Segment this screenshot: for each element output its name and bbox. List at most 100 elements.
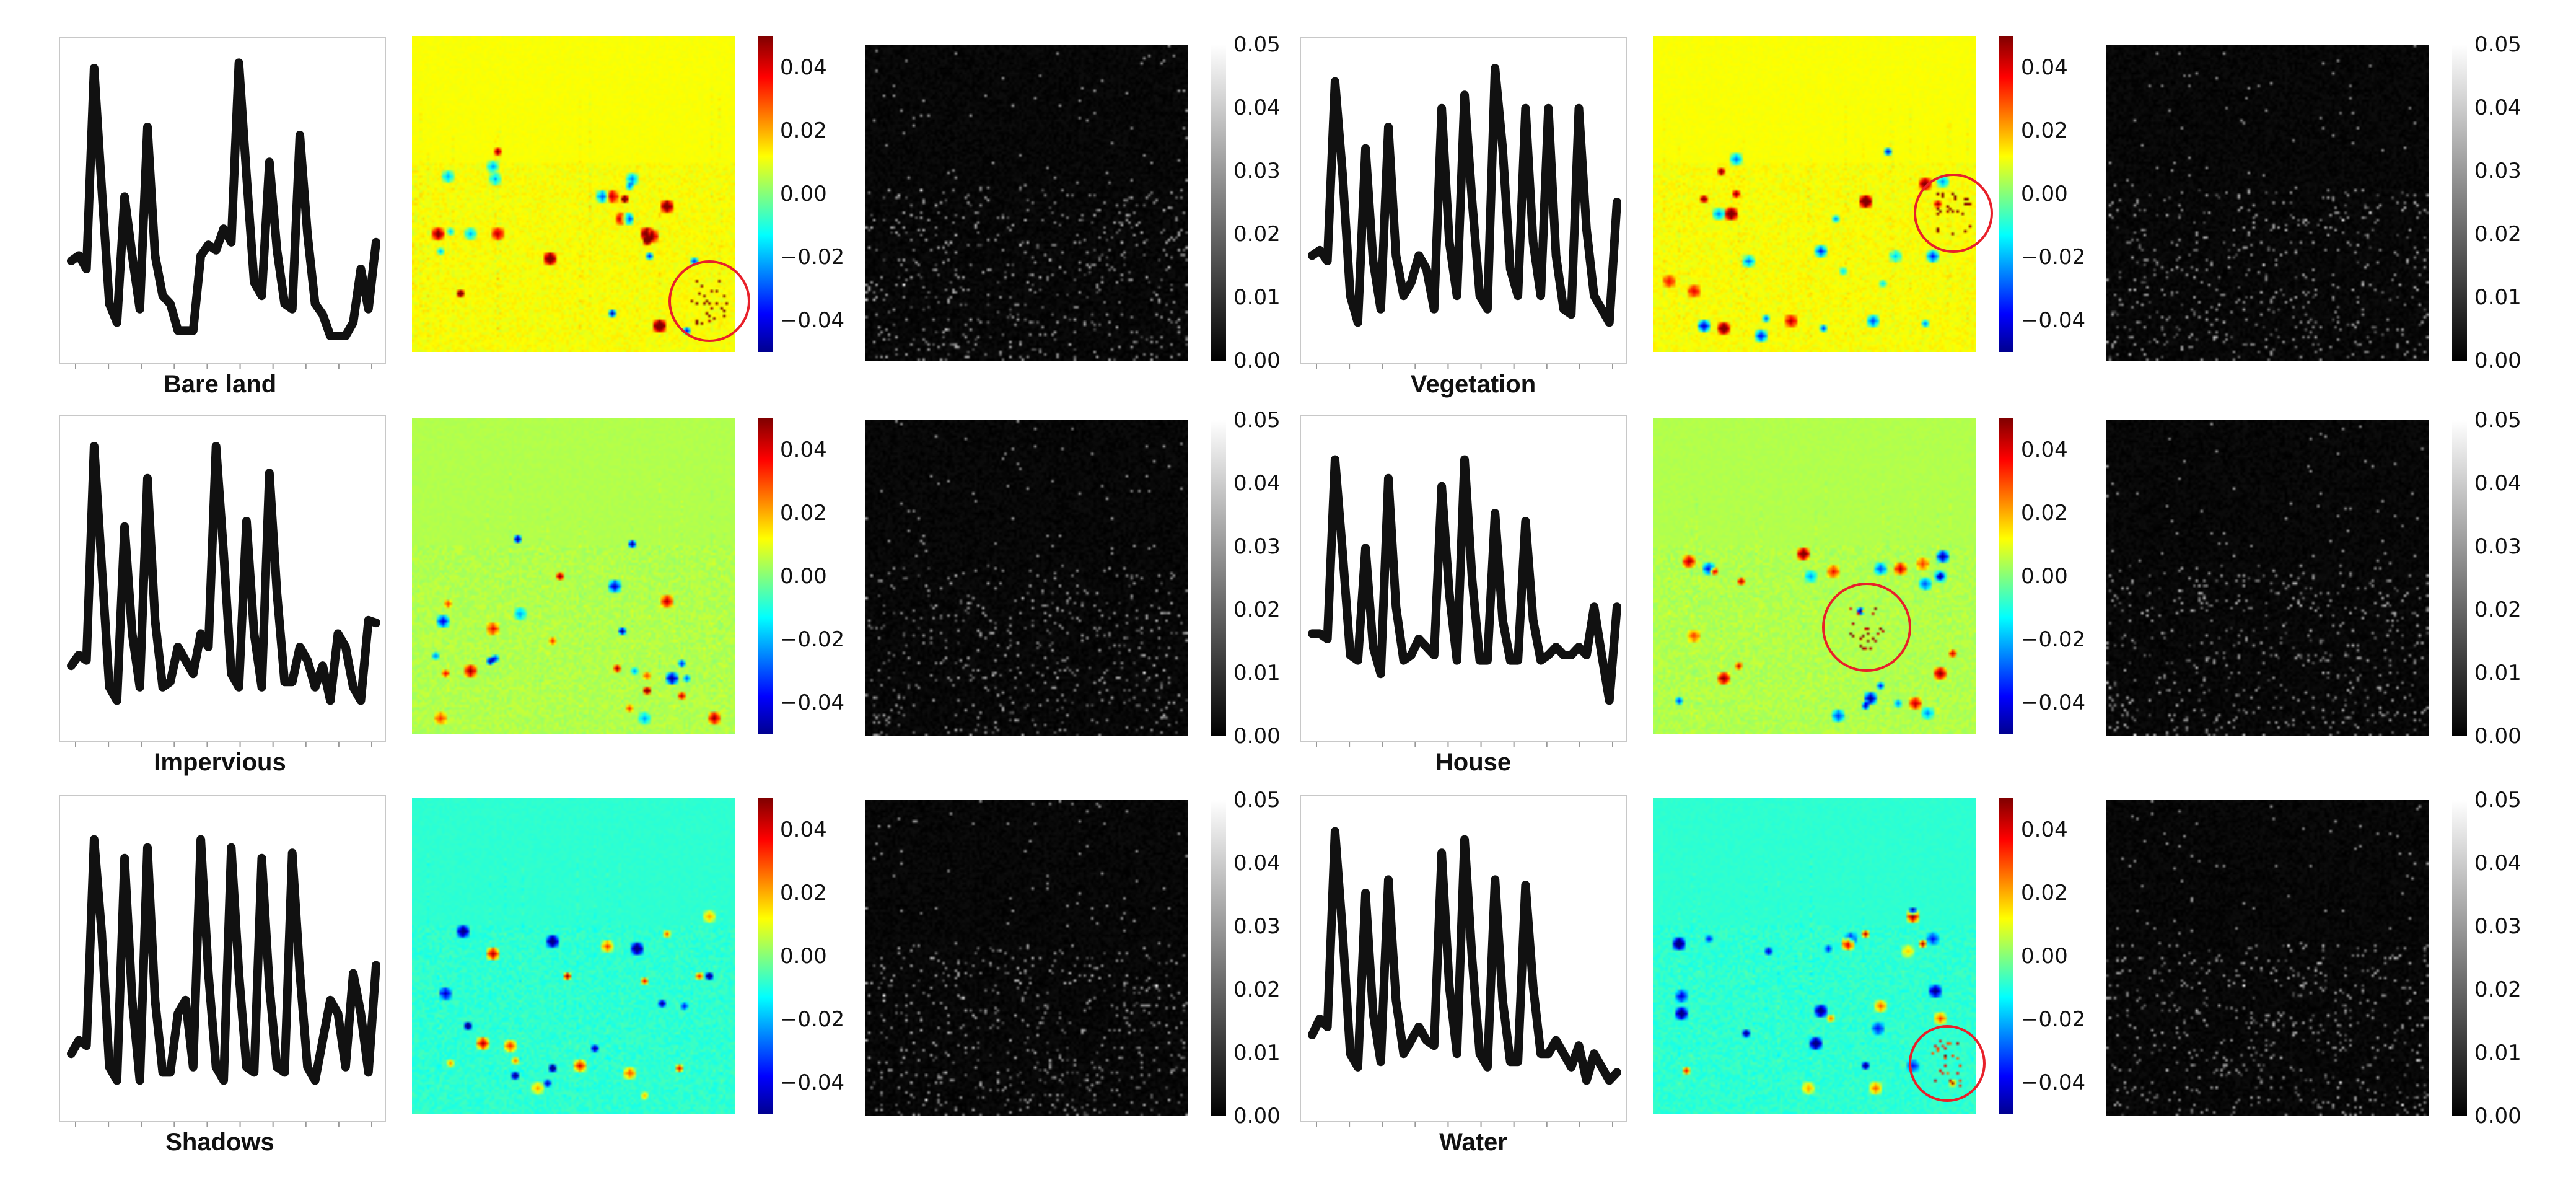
house-gray-colorbar-tick-label: 0.00	[2474, 724, 2521, 749]
house-heatmap-canvas	[1653, 418, 1976, 734]
vegetation-highlight-circle	[1914, 173, 1994, 253]
house-gray-colorbar-tick-label: 0.05	[2474, 408, 2521, 433]
bare-land-gray-colorbar-tick-label: 0.01	[1233, 285, 1281, 310]
house-magnitude-canvas	[2106, 420, 2429, 736]
impervious-gradient-heatmap	[412, 418, 735, 734]
bare-land-highlight-circle	[668, 260, 751, 343]
house-spectrum-line	[1308, 455, 1621, 705]
water-spectrum-line	[1308, 827, 1621, 1085]
vegetation-label: Vegetation	[1410, 371, 1536, 398]
water-gray-colorbar-bar	[2452, 800, 2467, 1116]
vegetation-diverging-colorbar-tick-label: 0.04	[2021, 55, 2068, 80]
water-gray-colorbar-tick-label: 0.04	[2474, 851, 2521, 876]
shadows-gray-colorbar-tick-label: 0.03	[1233, 914, 1281, 939]
vegetation-diverging-colorbar-tick-label: −0.04	[2021, 308, 2086, 333]
vegetation-gray-colorbar-tick-label: 0.04	[2474, 95, 2521, 120]
impervious-gray-colorbar-tick-label: 0.00	[1233, 724, 1281, 749]
bare-land-diverging-colorbar-tick-label: −0.02	[780, 245, 845, 270]
bare-land-diverging-colorbar-tick-label: 0.02	[780, 118, 827, 143]
impervious-gray-colorbar-tick-label: 0.02	[1233, 597, 1281, 622]
shadows-gray-colorbar-bar	[1211, 800, 1226, 1116]
house-diverging-colorbar-tick-label: −0.04	[2021, 690, 2086, 715]
shadows-gradient-heatmap	[412, 798, 735, 1114]
house-gray-colorbar-tick-label: 0.01	[2474, 661, 2521, 685]
shadows-gray-colorbar-tick-label: 0.02	[1233, 977, 1281, 1002]
shadows-diverging-colorbar-tick-label: −0.04	[780, 1070, 845, 1095]
house-spectrum-panel	[1300, 415, 1627, 747]
water-diverging-colorbar-tick-label: −0.02	[2021, 1007, 2086, 1032]
bare-land-spectrum-panel	[59, 37, 386, 369]
bare-land-spectrum-line	[67, 58, 380, 340]
vegetation-gray-colorbar-tick-label: 0.01	[2474, 285, 2521, 310]
bare-land-gray-colorbar-tick-label: 0.05	[1233, 32, 1281, 57]
shadows-spectrum-line	[67, 835, 380, 1085]
house-gray-colorbar-tick-label: 0.04	[2474, 471, 2521, 496]
impervious-magnitude-map	[865, 420, 1188, 736]
impervious-diverging-colorbar-tick-label: 0.00	[780, 564, 827, 589]
vegetation-magnitude-canvas	[2106, 45, 2429, 361]
vegetation-gray-colorbar-tick-label: 0.02	[2474, 222, 2521, 247]
bare-land-gray-colorbar-tick-label: 0.04	[1233, 95, 1281, 120]
house-spectrum-plot	[1308, 455, 1621, 747]
bare-land-gray-colorbar-tick-label: 0.00	[1233, 348, 1281, 373]
bare-land-label: Bare land	[163, 371, 277, 398]
impervious-label: Impervious	[154, 749, 286, 776]
vegetation-gray-colorbar-tick-label: 0.00	[2474, 348, 2521, 373]
house-gray-colorbar-tick-label: 0.03	[2474, 534, 2521, 559]
bare-land-diverging-colorbar-tick-label: 0.00	[780, 182, 827, 206]
house-diverging-colorbar-tick-label: −0.02	[2021, 627, 2086, 652]
house-gray-colorbar-tick-label: 0.02	[2474, 597, 2521, 622]
shadows-diverging-colorbar-bar	[758, 798, 773, 1114]
bare-land-spectrum-plot	[67, 58, 380, 369]
vegetation-spectrum-line	[1308, 64, 1621, 327]
house-gradient-heatmap	[1653, 418, 1976, 734]
shadows-diverging-colorbar-tick-label: 0.04	[780, 817, 827, 842]
water-magnitude-map	[2106, 800, 2429, 1116]
shadows-gray-colorbar-tick-label: 0.05	[1233, 788, 1281, 812]
water-gray-colorbar-tick-label: 0.01	[2474, 1041, 2521, 1065]
vegetation-magnitude-map	[2106, 45, 2429, 361]
house-highlight-circle	[1821, 582, 1911, 672]
impervious-gray-colorbar-tick-label: 0.05	[1233, 408, 1281, 433]
water-spectrum-plot	[1308, 827, 1621, 1127]
impervious-diverging-colorbar-tick-label: −0.02	[780, 627, 845, 652]
house-gray-colorbar-bar	[2452, 420, 2467, 736]
impervious-diverging-colorbar-tick-label: 0.04	[780, 438, 827, 462]
impervious-spectrum-panel	[59, 415, 386, 747]
water-gray-colorbar-tick-label: 0.03	[2474, 914, 2521, 939]
shadows-heatmap-canvas	[412, 798, 735, 1114]
vegetation-diverging-colorbar-bar	[1999, 36, 2013, 352]
water-gray-colorbar-tick-label: 0.05	[2474, 788, 2521, 812]
water-diverging-colorbar-tick-label: −0.04	[2021, 1070, 2086, 1095]
bare-land-diverging-colorbar-bar	[758, 36, 773, 352]
water-magnitude-canvas	[2106, 800, 2429, 1116]
impervious-magnitude-canvas	[865, 420, 1188, 736]
shadows-spectrum-panel	[59, 795, 386, 1127]
water-spectrum-panel	[1300, 795, 1627, 1127]
shadows-magnitude-map	[865, 800, 1188, 1116]
vegetation-diverging-colorbar-tick-label: −0.02	[2021, 245, 2086, 270]
shadows-diverging-colorbar-tick-label: 0.00	[780, 944, 827, 969]
shadows-gray-colorbar-tick-label: 0.04	[1233, 851, 1281, 876]
impervious-diverging-colorbar-tick-label: 0.02	[780, 501, 827, 526]
bare-land-gray-colorbar-bar	[1211, 45, 1226, 361]
house-diverging-colorbar-tick-label: 0.00	[2021, 564, 2068, 589]
vegetation-gray-colorbar-tick-label: 0.05	[2474, 32, 2521, 57]
water-diverging-colorbar-tick-label: 0.04	[2021, 817, 2068, 842]
shadows-diverging-colorbar-tick-label: 0.02	[780, 881, 827, 905]
vegetation-diverging-colorbar-tick-label: 0.00	[2021, 182, 2068, 206]
water-gray-colorbar-tick-label: 0.02	[2474, 977, 2521, 1002]
vegetation-gray-colorbar-tick-label: 0.03	[2474, 159, 2521, 183]
impervious-gray-colorbar-bar	[1211, 420, 1226, 736]
vegetation-spectrum-panel	[1300, 37, 1627, 369]
bare-land-magnitude-map	[865, 45, 1188, 361]
water-diverging-colorbar-bar	[1999, 798, 2013, 1114]
impervious-diverging-colorbar-bar	[758, 418, 773, 734]
house-diverging-colorbar-tick-label: 0.02	[2021, 501, 2068, 526]
shadows-gray-colorbar-tick-label: 0.01	[1233, 1041, 1281, 1065]
impervious-gray-colorbar-tick-label: 0.04	[1233, 471, 1281, 496]
bare-land-gray-colorbar-tick-label: 0.02	[1233, 222, 1281, 247]
impervious-spectrum-line	[67, 442, 380, 705]
impervious-diverging-colorbar-tick-label: −0.04	[780, 690, 845, 715]
house-magnitude-map	[2106, 420, 2429, 736]
